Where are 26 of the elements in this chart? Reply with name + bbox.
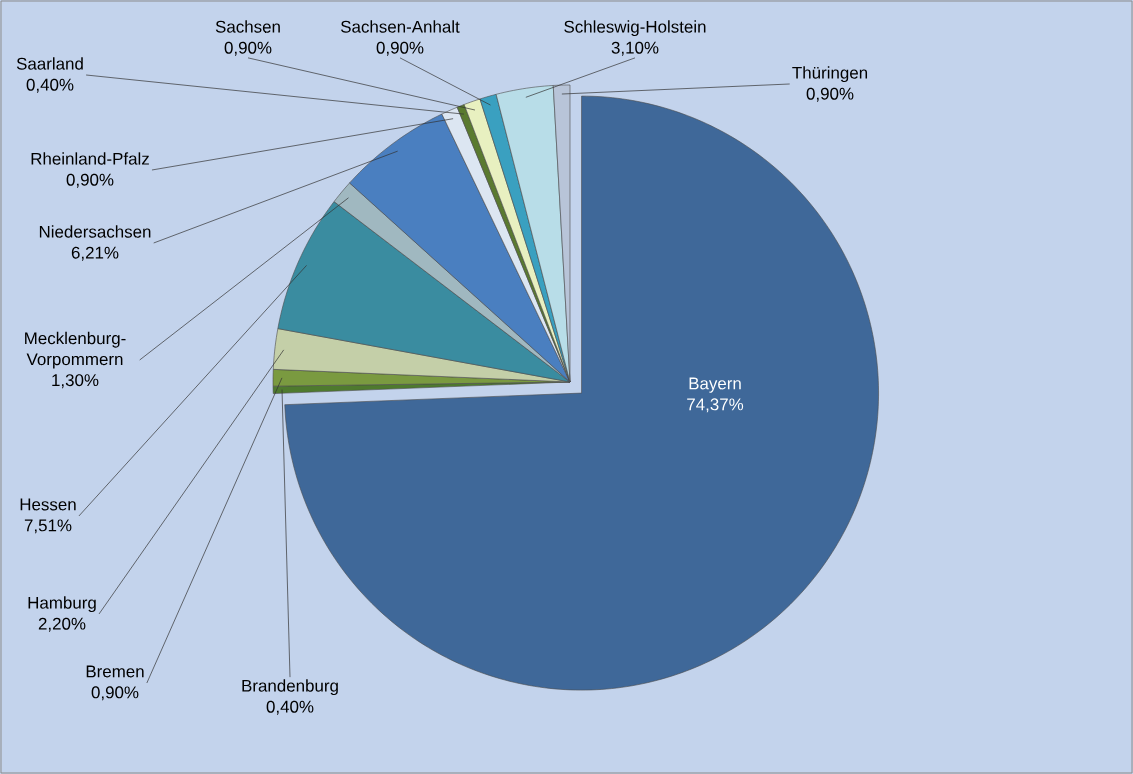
data-label: 0,90% — [66, 173, 114, 188]
data-label: 0,40% — [26, 78, 74, 93]
data-label: 0,40% — [266, 700, 314, 715]
slice-label: Bayern — [689, 377, 741, 393]
data-label: 1,30% — [52, 374, 99, 389]
slice-label: Schleswig-Holstein — [564, 20, 706, 37]
slice-label: Saarland — [16, 57, 83, 70]
slice-label: Sachsen — [215, 20, 280, 33]
data-label: 0,90% — [91, 686, 139, 701]
slice-label: Hamburg — [28, 596, 96, 613]
data-label: 6,21% — [71, 246, 119, 261]
slice-label: Niedersachsen — [39, 225, 151, 238]
data-label: 3,10% — [611, 41, 659, 56]
slice-label: Hessen — [20, 498, 76, 511]
slice-label: Sachsen-Anhalt — [340, 20, 460, 33]
data-label: 74,37% — [687, 398, 744, 413]
data-label: 0,90% — [224, 41, 272, 56]
slice-label: Bremen — [86, 665, 144, 678]
data-label: 7,51% — [24, 519, 72, 534]
data-label: 2,20% — [38, 617, 86, 632]
slice-label: Rheinland-Pfalz — [31, 152, 149, 165]
slice-label: Thüringen — [792, 66, 868, 83]
slice-label: Brandenburg — [242, 679, 338, 696]
data-label: 0,90% — [376, 41, 424, 56]
data-label: 0,90% — [806, 87, 854, 102]
slice-label: Mecklenburg-Vorpommern — [25, 331, 126, 369]
